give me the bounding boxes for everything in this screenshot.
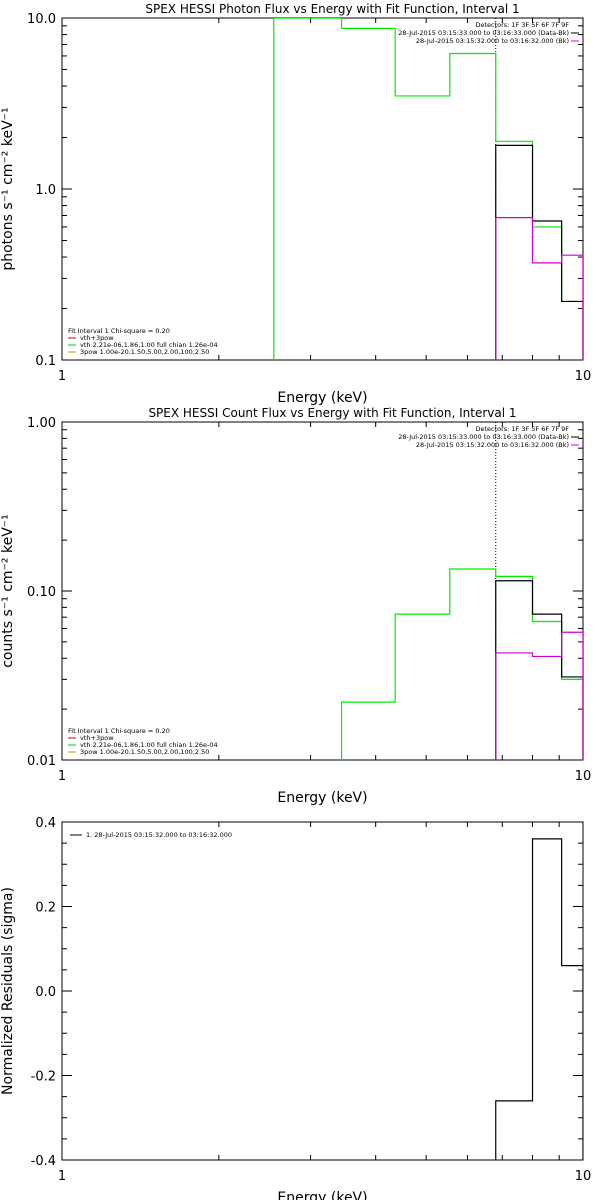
legend-entry: vth+3pow [80, 734, 114, 742]
y-tick-label: 10.0 [27, 12, 56, 27]
y-tick-label: 1.00 [27, 416, 56, 431]
info-line: 28-Jul-2015 03:15:33.000 to 03:16:33.000… [398, 29, 569, 37]
series-step-2 [495, 144, 583, 360]
plot-frame [61, 421, 584, 761]
series-step-3 [495, 631, 583, 760]
chart-panel-2: SPEX HESSI Count Flux vs Energy with Fit… [0, 406, 591, 806]
y-tick-label: 0.2 [35, 901, 56, 916]
info-line: 28-Jul-2015 03:15:33.000 to 03:16:33.000… [398, 433, 569, 441]
x-tick-label: 1 [58, 1169, 66, 1184]
chart-panel-1: SPEX HESSI Photon Flux vs Energy with Fi… [0, 2, 591, 406]
series-step-2 [495, 580, 583, 760]
x-tick-label: 1 [58, 369, 66, 384]
x-tick-label: 10 [575, 1169, 592, 1184]
legend-entry: Fit Interval 1 Chi-square = 0.20 [68, 327, 170, 335]
x-tick-label: 10 [575, 369, 592, 384]
legend-entry: 3pow 1.00e-20,1.50,5.00,2.00,100,2.50 [80, 348, 209, 356]
x-axis-label: Energy (keV) [277, 390, 367, 406]
plot-frame [61, 821, 584, 1161]
legend-entry: 1. 28-Jul-2015 03:15:32.000 to 03:16:32.… [86, 831, 232, 839]
x-tick-label: 10 [575, 769, 592, 784]
y-tick-label: 0.1 [35, 354, 56, 369]
series-step-3 [495, 217, 583, 360]
y-tick-label: 0.4 [35, 816, 56, 831]
info-line: 28-Jul-2015 03:15:32.000 to 03:16:32.000… [416, 37, 569, 45]
y-tick-label: -0.4 [31, 1154, 56, 1169]
legend-entry: vth+3pow [80, 334, 114, 342]
chart-title: SPEX HESSI Count Flux vs Energy with Fit… [148, 406, 516, 420]
y-axis-label: photons s⁻¹ cm⁻² keV⁻¹ [0, 107, 16, 270]
y-axis-label: Normalized Residuals (sigma) [0, 887, 16, 1095]
y-axis-label: counts s⁻¹ cm⁻² keV⁻¹ [0, 514, 16, 668]
y-tick-label: 0.0 [35, 985, 56, 1000]
y-tick-label: -0.2 [31, 1070, 56, 1085]
series-step-1 [495, 838, 583, 1160]
y-tick-label: 0.10 [27, 585, 56, 600]
series-step-1 [340, 568, 583, 760]
legend-entry: vth 2.21e-06,1.86,1.00 full chian 1.26e-… [80, 341, 218, 349]
x-tick-label: 1 [58, 769, 66, 784]
info-line: Detectors: 1F 3F 5F 6F 7F 9F [475, 21, 569, 29]
x-axis-label: Energy (keV) [277, 790, 367, 806]
y-tick-label: 0.01 [27, 754, 56, 769]
legend-entry: Fit Interval 1 Chi-square = 0.20 [68, 727, 170, 735]
legend-entry: vth 2.21e-06,1.86,1.00 full chian 1.26e-… [80, 741, 218, 749]
x-axis-label: Energy (keV) [277, 1190, 367, 1200]
info-line: 28-Jul-2015 03:15:32.000 to 03:16:32.000… [416, 441, 569, 449]
chart-title: SPEX HESSI Photon Flux vs Energy with Fi… [145, 2, 519, 16]
legend-entry: 3pow 1.00e-20,1.50,5.00,2.00,100,2.50 [80, 748, 209, 756]
chart-panel-3: 1 10 Energy (keV) -0.4 -0.2 0.0 0.2 0.4 Normaliz… [0, 816, 591, 1200]
info-line: Detectors: 1F 3F 5F 6F 7F 9F [475, 425, 569, 433]
series-step-1 [273, 18, 583, 360]
y-tick-label: 1.0 [35, 183, 56, 198]
plot-frame [61, 17, 584, 361]
